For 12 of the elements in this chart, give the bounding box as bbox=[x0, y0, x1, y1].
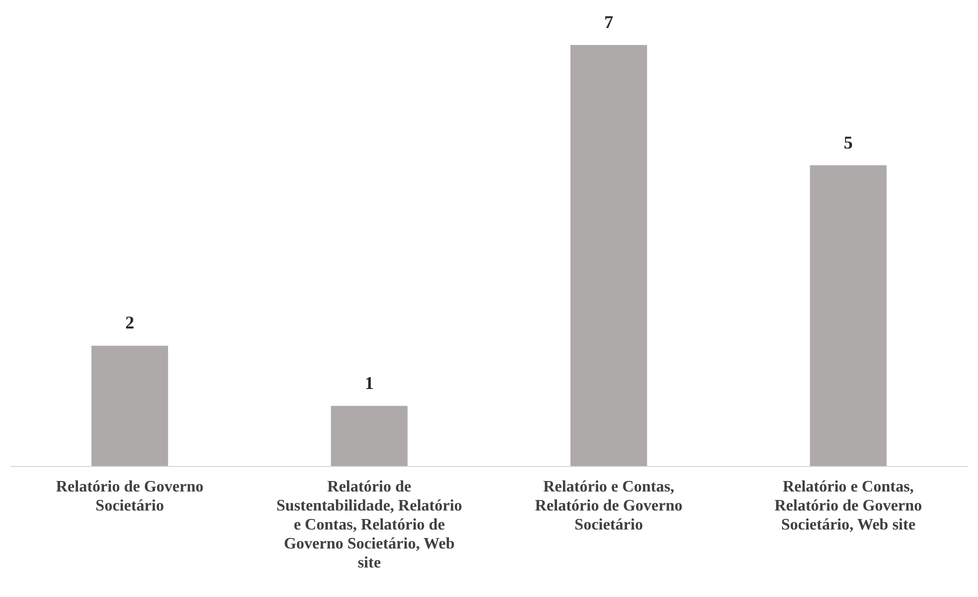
x-tick-label: Relatório e Contas, Relatório de Governo Societário bbox=[534, 478, 683, 534]
data-label: 7 bbox=[604, 12, 614, 32]
x-tick-label: Relatório e Contas, Relatório de Governo Societário, Web site bbox=[774, 478, 922, 534]
x-tick-label: Relatório de Sustentabilidade, Relatório e Contas, Relatório de Governo Societário, Web site bbox=[276, 478, 462, 572]
data-label: 5 bbox=[844, 132, 853, 152]
bar bbox=[91, 346, 168, 466]
bar bbox=[570, 45, 648, 466]
bar bbox=[810, 165, 887, 466]
x-tick-label: Relatório de Governo Societário bbox=[56, 478, 204, 514]
bar bbox=[330, 406, 408, 466]
data-label: 1 bbox=[364, 372, 374, 393]
data-label: 2 bbox=[125, 312, 134, 333]
